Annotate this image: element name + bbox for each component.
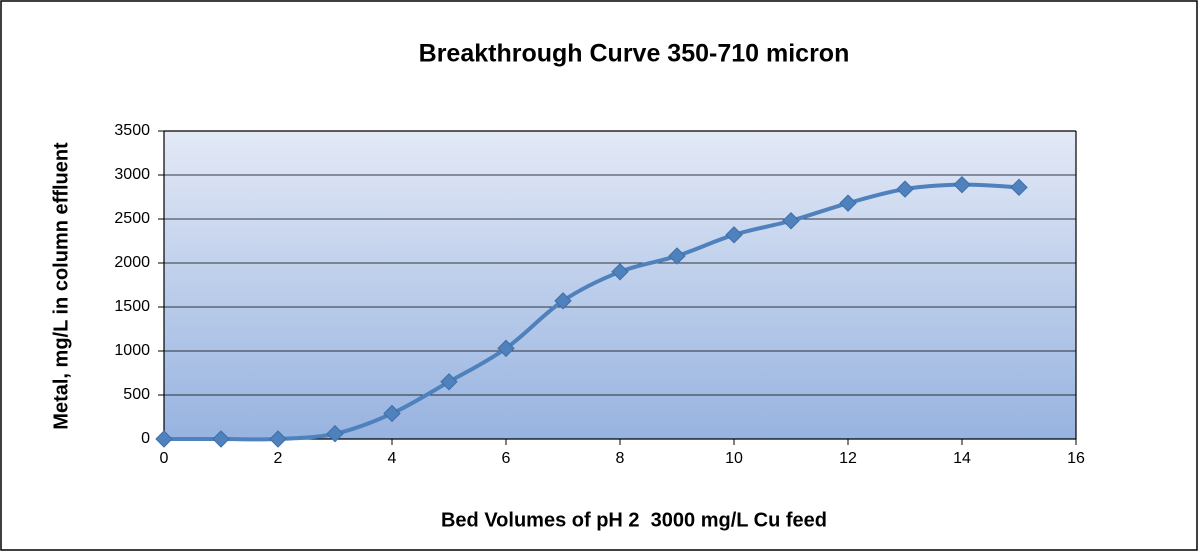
x-tick-label: 0 xyxy=(160,450,169,467)
y-tick-label: 1500 xyxy=(114,298,150,315)
x-tick-label: 14 xyxy=(953,450,971,467)
y-tick-label: 3000 xyxy=(114,166,150,183)
y-tick-label: 0 xyxy=(141,430,150,447)
y-tick-label: 500 xyxy=(123,386,150,403)
data-point xyxy=(497,339,515,358)
data-point xyxy=(554,292,572,310)
chart-title: Breakthrough Curve 350-710 micron xyxy=(419,40,850,68)
data-point xyxy=(155,430,173,448)
x-tick-label: 10 xyxy=(725,450,743,467)
x-axis-title: Bed Volumes of pH 2 3000 mg/L Cu feed xyxy=(441,509,827,531)
y-tick-label: 3500 xyxy=(114,122,150,139)
data-point xyxy=(440,373,458,391)
data-point xyxy=(383,404,401,423)
data-point xyxy=(668,247,686,265)
x-tick-label: 6 xyxy=(502,450,511,467)
y-tick-label: 2500 xyxy=(114,210,150,227)
y-tick-label: 2000 xyxy=(114,254,150,271)
data-point xyxy=(212,430,230,448)
y-axis-title: Metal, mg/L in column effluent xyxy=(50,142,72,430)
plot-area xyxy=(164,131,1076,439)
data-point xyxy=(1010,178,1028,197)
series-line xyxy=(164,182,1020,442)
data-point xyxy=(725,226,743,244)
data-point xyxy=(326,425,344,443)
data-point xyxy=(896,180,914,198)
data-point xyxy=(269,430,287,448)
data-point xyxy=(953,175,971,194)
x-tick-label: 2 xyxy=(274,450,283,467)
x-tick-label: 12 xyxy=(839,450,857,467)
x-tick-label: 16 xyxy=(1067,450,1085,467)
y-tick-label: 1000 xyxy=(114,342,150,359)
data-point xyxy=(839,194,857,212)
x-tick-label: 8 xyxy=(616,450,625,467)
x-tick-label: 4 xyxy=(388,450,397,467)
data-point xyxy=(611,263,629,281)
data-point xyxy=(782,212,800,230)
